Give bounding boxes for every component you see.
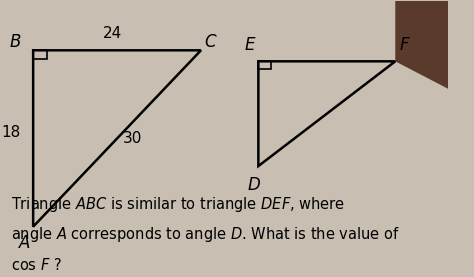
Text: angle $A$ corresponds to angle $D$. What is the value of: angle $A$ corresponds to angle $D$. What… xyxy=(11,225,400,245)
Text: A: A xyxy=(18,234,30,252)
Text: cos $F$ ?: cos $F$ ? xyxy=(11,257,62,273)
Text: C: C xyxy=(204,33,216,51)
Text: 24: 24 xyxy=(103,26,122,41)
Text: Triangle $ABC$ is similar to triangle $DEF$, where: Triangle $ABC$ is similar to triangle $D… xyxy=(11,195,345,214)
Text: B: B xyxy=(10,33,21,51)
Text: D: D xyxy=(247,176,260,194)
Polygon shape xyxy=(395,1,448,89)
Text: E: E xyxy=(244,36,255,54)
Text: 30: 30 xyxy=(123,131,142,146)
Text: F: F xyxy=(399,36,409,54)
Text: 18: 18 xyxy=(1,125,21,140)
